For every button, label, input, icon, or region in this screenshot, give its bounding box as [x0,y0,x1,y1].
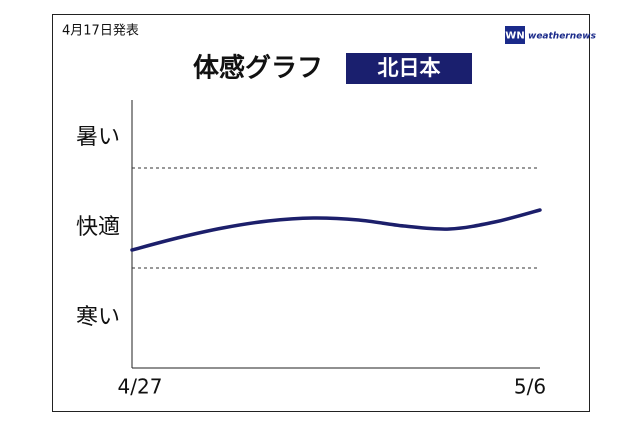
y-tick-label: 寒い [76,305,120,330]
chart-title: 体感グラフ [193,54,323,84]
announcement: 4月17日発表 [62,24,139,39]
brand: weathernews [528,32,597,42]
line [130,208,542,252]
region: 北日本 [378,56,441,80]
frame [52,14,590,412]
brand-mark: WN [505,31,524,42]
y-tick-label: 快適 [76,215,120,240]
region-badge [346,53,472,84]
x-tick-label: 5/6 [514,375,546,399]
x-tick-label: 4/27 [118,375,163,399]
brand-logo-box [505,26,525,44]
y-tick-label: 暑い [76,125,120,150]
